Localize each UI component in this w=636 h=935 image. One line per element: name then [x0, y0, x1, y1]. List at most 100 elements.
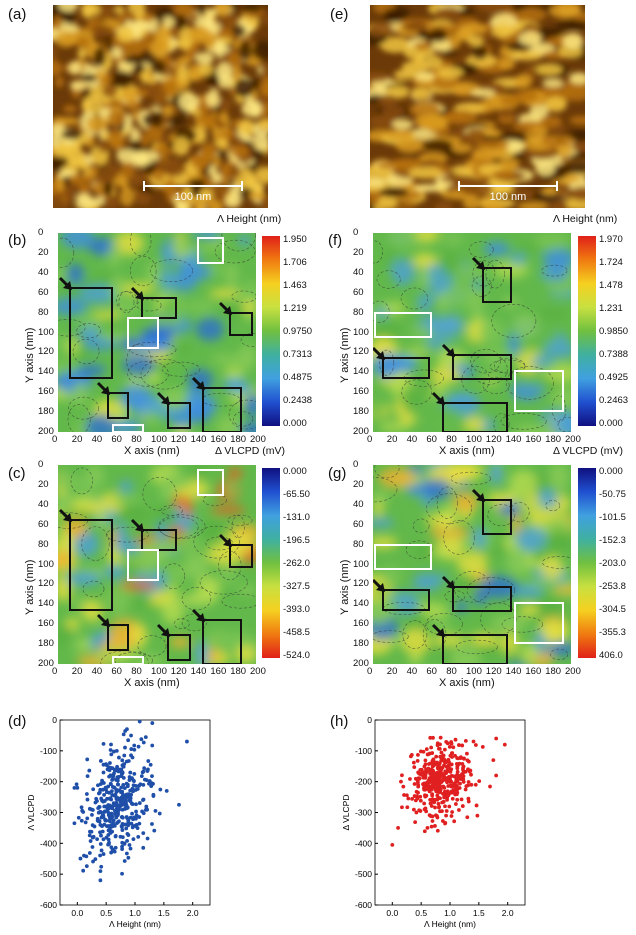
scatter-point	[74, 782, 79, 787]
scatter-point	[109, 850, 114, 855]
scatter-point	[454, 802, 458, 806]
scatter-point	[128, 770, 133, 775]
y-tick: 20	[38, 478, 49, 490]
scatter-point	[127, 778, 132, 782]
panel-label-f: (f)	[328, 232, 343, 249]
scatter-point	[106, 810, 110, 815]
scatter-point	[126, 792, 131, 797]
cbar-title-f: Λ Height (nm)	[553, 213, 618, 225]
scatter-point	[449, 762, 454, 767]
y-tick-label: -500	[355, 869, 372, 879]
colorbar-tick: 1.950	[283, 234, 307, 245]
y-tick: 200	[353, 426, 369, 437]
scatter-point	[434, 754, 439, 759]
scatter-point	[81, 810, 86, 814]
scatter-point	[122, 859, 127, 863]
scatter-point	[448, 779, 453, 784]
scatter-point	[440, 800, 445, 805]
scatter-point	[112, 823, 117, 828]
y-tick: 200	[353, 658, 369, 669]
scatter-point	[145, 836, 150, 841]
scatter-point	[96, 810, 101, 815]
scatter-point	[458, 755, 463, 760]
x-tick-label: 1.0	[129, 908, 141, 918]
scatter-point	[422, 829, 427, 834]
scatter-point	[459, 777, 464, 782]
panel-label-b: (b)	[8, 232, 27, 249]
scatter-point	[123, 795, 128, 800]
scatter-point	[423, 762, 428, 767]
scatter-point	[113, 808, 117, 813]
y-tick-label: -400	[355, 838, 372, 848]
x-tick-label: 0.5	[415, 908, 427, 918]
colorbar-tick: 0.000	[283, 466, 307, 477]
scatter-point	[455, 766, 460, 771]
scatter-point	[413, 820, 418, 825]
scatter-point	[463, 787, 468, 792]
y-tick: 120	[38, 346, 54, 358]
scatter-point	[412, 782, 417, 786]
y-tick: 160	[38, 618, 54, 630]
scatter-point	[113, 793, 118, 798]
colorbar-tick: 0.000	[599, 418, 623, 429]
colorbar-tick: -131.0	[283, 512, 310, 523]
scatter-point	[101, 741, 106, 746]
panel-label-d: (d)	[8, 713, 27, 730]
scatter-point	[76, 815, 81, 820]
scatter-point	[440, 809, 444, 814]
colorbar-f	[578, 236, 596, 426]
x-tick: 200	[250, 666, 266, 677]
scatter-h: 0.0 0.5 1.0 1.5 2.0 0 -100 -200 -300 -400 -500 -600…	[335, 705, 555, 930]
scatter-d: 0.0 0.5 1.0 1.5 2.0 0 -100 -200 -300 -400 -500 -600…	[20, 705, 240, 930]
x-tick: 200	[565, 434, 581, 445]
scatter-point	[109, 823, 114, 828]
scatter-point	[444, 792, 448, 797]
colorbar-c	[262, 468, 280, 658]
y-axis-label: Y axis (nm)	[24, 559, 36, 615]
scatter-point	[408, 754, 413, 759]
scatter-point	[401, 784, 406, 789]
x-axis-label: X axis (nm)	[124, 677, 180, 689]
cbar-title-b: Λ Height (nm)	[217, 213, 282, 225]
scatter-point	[123, 806, 128, 811]
x-tick: 120	[485, 434, 502, 445]
colorbar-tick: -355.3	[599, 627, 626, 638]
scatter-point	[439, 758, 444, 763]
scatter-point	[78, 856, 83, 861]
scatter-point	[474, 803, 479, 808]
scatter-point	[137, 801, 142, 805]
x-axis-label: Λ Height (nm)	[109, 919, 161, 929]
scatter-point	[143, 735, 148, 740]
x-tick: 60	[426, 434, 437, 445]
scatter-point	[430, 792, 435, 797]
scatter-point	[108, 781, 113, 786]
scatter-point	[102, 793, 106, 797]
scatter-point	[128, 846, 133, 851]
scatter-point	[461, 780, 466, 784]
colorbar-tick: 1.478	[599, 280, 623, 291]
scatter-point	[153, 808, 158, 813]
scatter-point	[132, 747, 137, 752]
scatter-point	[441, 778, 446, 782]
x-axis-label: X axis (nm)	[124, 445, 180, 457]
scatter-point	[99, 833, 103, 838]
scatter-point	[437, 790, 442, 795]
scatter-point	[475, 813, 480, 818]
x-tick: 140	[505, 434, 522, 445]
scatter-point	[431, 779, 436, 784]
x-axis-label: X axis (nm)	[439, 445, 495, 457]
scatter-point	[90, 845, 95, 849]
x-tick: 20	[386, 434, 398, 445]
scatter-point	[416, 784, 421, 789]
scatter-point	[122, 762, 127, 766]
scatter-point	[141, 811, 146, 816]
scatter-point	[473, 782, 478, 787]
y-tick: 180	[38, 638, 54, 650]
x-tick: 160	[525, 666, 542, 677]
scatter-point	[109, 742, 113, 747]
scatter-point	[150, 822, 154, 826]
y-axis-label: Y axis (nm)	[339, 327, 351, 383]
scatter-point	[120, 770, 125, 774]
scatter-point	[151, 792, 156, 797]
scatter-point	[112, 749, 116, 754]
